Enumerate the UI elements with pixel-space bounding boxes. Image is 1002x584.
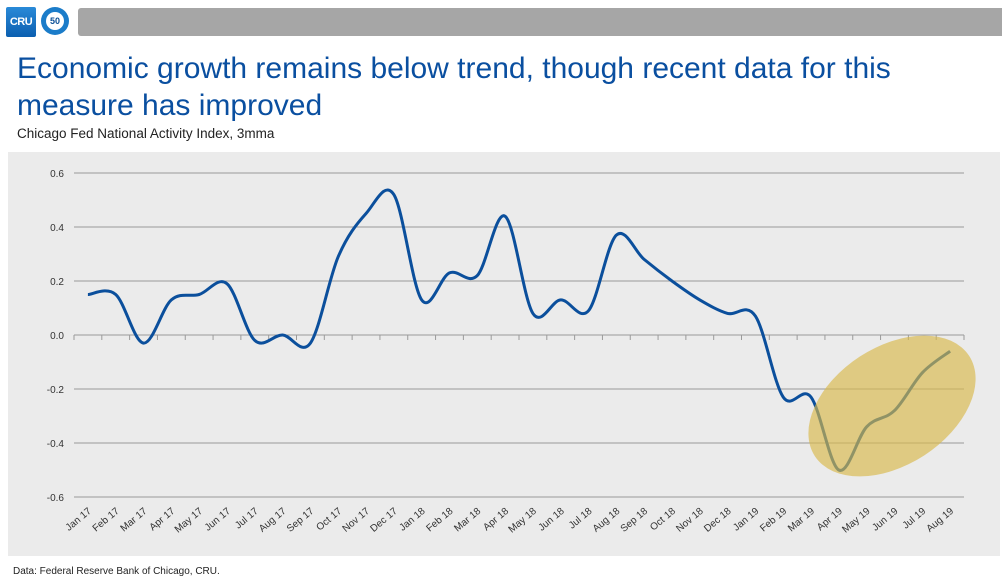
page-title: Economic growth remains below trend, tho… — [17, 52, 891, 122]
source-note: Data: Federal Reserve Bank of Chicago, C… — [13, 566, 220, 577]
x-tick-label: Mar 19 — [786, 506, 817, 535]
y-tick-label: -0.6 — [47, 493, 65, 504]
x-tick-label: Mar 18 — [452, 506, 483, 535]
x-tick-label: Jun 19 — [870, 506, 900, 534]
x-tick-label: Dec 17 — [368, 506, 400, 535]
chart-area — [8, 152, 1000, 556]
y-tick-label: 0.6 — [50, 169, 64, 180]
y-tick-label: 0.2 — [50, 277, 64, 288]
y-tick-label: 0.4 — [50, 223, 64, 234]
x-tick-label: Sep 17 — [285, 506, 317, 535]
x-tick-label: Jul 17 — [233, 506, 261, 532]
highlight-ellipse — [808, 335, 976, 477]
x-tick-label: Oct 17 — [315, 506, 345, 534]
y-tick-label: 0.0 — [50, 331, 64, 342]
x-tick-label: May 18 — [507, 506, 540, 536]
x-tick-label: Nov 17 — [341, 506, 373, 535]
x-tick-label: Jun 17 — [203, 506, 233, 534]
x-tick-label: Jun 18 — [537, 506, 567, 534]
x-tick-label: Dec 18 — [702, 506, 734, 535]
x-tick-label: Sep 18 — [619, 506, 651, 535]
x-tick-label: Aug 17 — [257, 506, 289, 535]
x-tick-label: Apr 18 — [481, 506, 511, 534]
x-tick-label: Jan 18 — [398, 506, 428, 534]
x-tick-label: Aug 19 — [925, 506, 957, 535]
x-tick-label: Feb 18 — [424, 506, 455, 535]
x-tick-label: Apr 19 — [815, 506, 845, 534]
cru-logo-text: CRU — [9, 16, 33, 28]
x-tick-label: Oct 18 — [648, 506, 678, 534]
header-bar — [78, 8, 1002, 36]
x-tick-label: Feb 19 — [758, 506, 789, 535]
x-tick-label: Nov 18 — [674, 506, 706, 535]
y-tick-label: -0.4 — [47, 439, 65, 450]
x-tick-label: Aug 18 — [591, 506, 623, 535]
x-tick-label: Mar 17 — [119, 506, 150, 535]
x-tick-label: Feb 17 — [91, 506, 122, 535]
x-tick-label: Jan 17 — [64, 506, 94, 534]
chart-subtitle: Chicago Fed National Activity Index, 3mm… — [17, 126, 275, 141]
anniversary-badge-icon: 50 — [41, 7, 69, 35]
x-tick-label: Jul 18 — [567, 506, 595, 532]
cru-logo: CRU — [6, 7, 36, 37]
data-series-line — [87, 188, 952, 472]
x-tick-label: Apr 17 — [148, 506, 178, 534]
y-tick-label: -0.2 — [47, 385, 65, 396]
x-tick-label: May 19 — [840, 506, 873, 536]
x-tick-label: Jul 19 — [901, 506, 929, 532]
x-tick-label: Jan 19 — [731, 506, 761, 534]
x-tick-label: May 17 — [173, 506, 206, 536]
